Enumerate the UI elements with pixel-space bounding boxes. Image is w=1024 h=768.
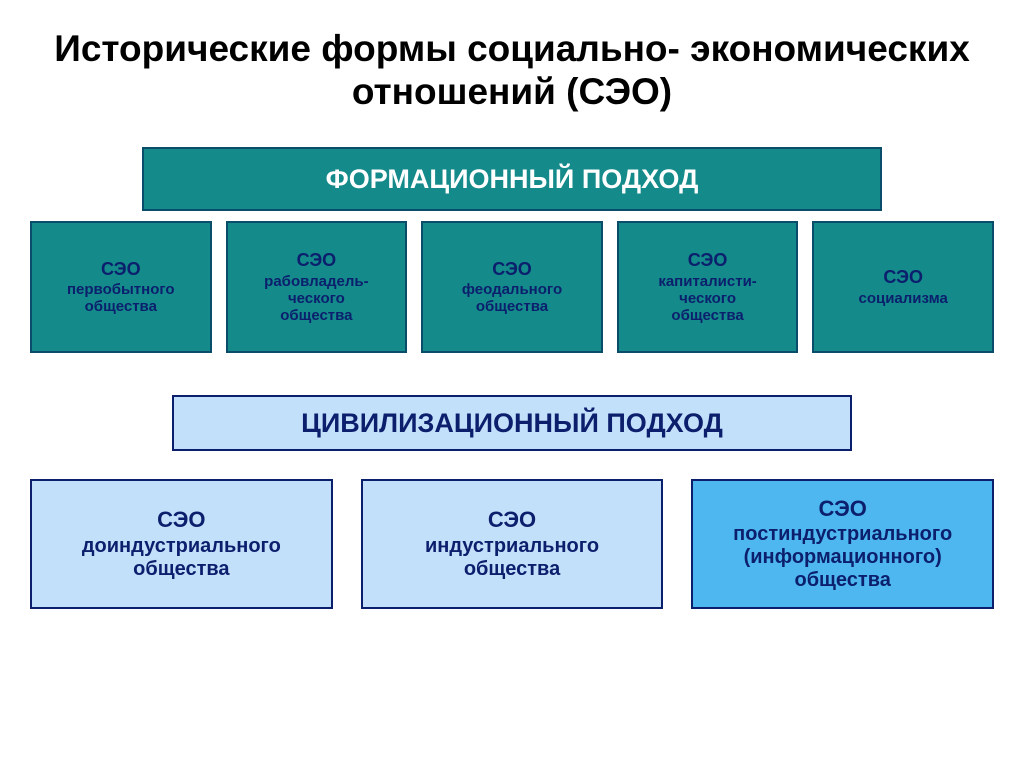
formational-header: ФОРМАЦИОННЫЙ ПОДХОД: [142, 147, 882, 211]
formational-header-text: ФОРМАЦИОННЫЙ ПОДХОД: [326, 164, 699, 195]
civilizational-row: СЭОдоиндустриальногообществаСЭОиндустриа…: [30, 479, 994, 609]
civilizational-box-0: СЭО доиндустриальногообщества: [30, 479, 333, 609]
title-line1: Исторические формы социально-: [54, 28, 680, 69]
box-label: СЭО: [818, 496, 866, 521]
formational-row: СЭОпервобытногообществаСЭОрабовладель-че…: [30, 221, 994, 353]
page-title: Исторические формы социально- экономичес…: [30, 28, 994, 113]
box-subtext: ческого: [679, 290, 736, 307]
box-subtext: доиндустриального: [82, 535, 281, 558]
box-subtext: социализма: [858, 290, 947, 307]
box-label: СЭО: [688, 250, 728, 271]
box-label: СЭО: [297, 250, 337, 271]
box-label: СЭО: [883, 267, 923, 288]
box-subtext: общества: [133, 558, 229, 581]
box-subtext: капиталисти-: [658, 273, 756, 290]
formational-box-0: СЭОпервобытногообщества: [30, 221, 212, 353]
box-subtext: рабовладель-: [264, 273, 368, 290]
civilizational-box-2: СЭОпостиндустриального(информационного)о…: [691, 479, 994, 609]
civilizational-header: ЦИВИЛИЗАЦИОННЫЙ ПОДХОД: [172, 395, 852, 451]
box-subtext: ческого: [288, 290, 345, 307]
formational-box-2: СЭОфеодальногообщества: [421, 221, 603, 353]
box-subtext: общества: [464, 558, 560, 581]
box-subtext: общества: [280, 307, 352, 324]
box-subtext: общества: [794, 569, 890, 592]
formational-box-3: СЭО капиталисти-ческогообщества: [617, 221, 799, 353]
box-label: СЭО: [101, 259, 141, 280]
box-subtext: общества: [85, 298, 157, 315]
box-subtext: постиндустриального: [733, 523, 952, 546]
box-label: СЭО: [157, 507, 205, 532]
formational-box-1: СЭО рабовладель-ческогообщества: [226, 221, 408, 353]
box-label: СЭО: [488, 507, 536, 532]
civilizational-box-1: СЭО индустриальногообщества: [361, 479, 664, 609]
box-subtext: первобытного: [67, 281, 175, 298]
civilizational-header-text: ЦИВИЛИЗАЦИОННЫЙ ПОДХОД: [301, 408, 723, 439]
box-subtext: общества: [671, 307, 743, 324]
box-subtext: феодального: [462, 281, 562, 298]
box-subtext: индустриального: [425, 535, 599, 558]
formational-box-4: СЭО социализма: [812, 221, 994, 353]
box-subtext: (информационного): [744, 546, 942, 569]
box-subtext: общества: [476, 298, 548, 315]
box-label: СЭО: [492, 259, 532, 280]
